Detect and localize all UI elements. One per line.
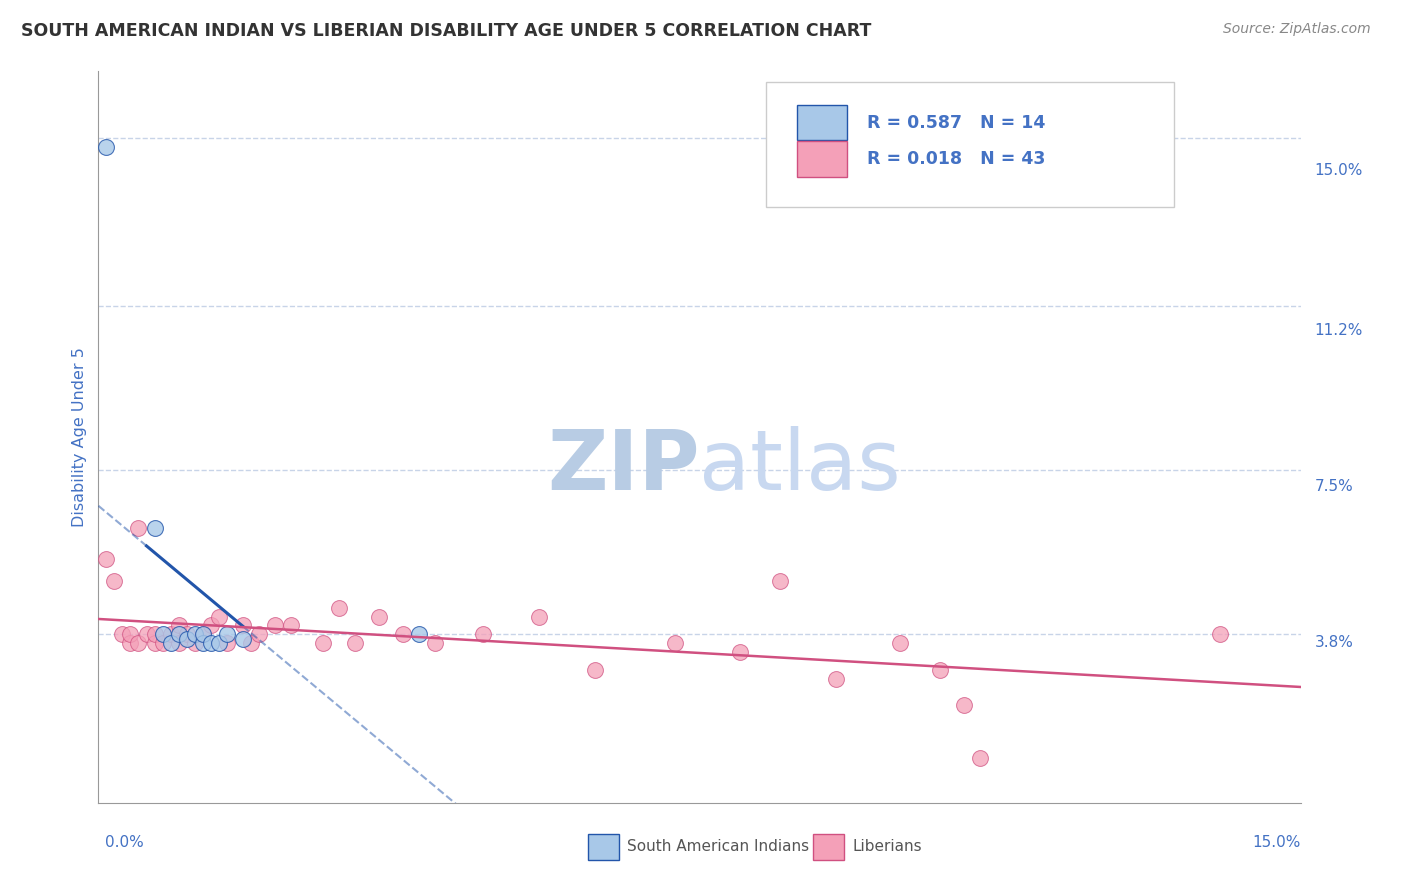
Text: 15.0%: 15.0% [1315,163,1362,178]
Point [215,627,238,641]
Point [200,636,222,650]
Point [529,609,551,624]
Point [247,627,270,641]
Point [824,672,846,686]
Point [312,636,335,650]
Point [176,632,198,646]
Point [215,636,238,650]
Point [423,636,446,650]
Point [392,627,415,641]
FancyBboxPatch shape [766,82,1174,207]
Point [143,627,166,641]
Point [120,636,142,650]
Point [191,627,214,641]
Point [128,636,150,650]
Point [664,636,686,650]
Point [328,600,350,615]
Text: 7.5%: 7.5% [1315,479,1354,494]
Point [152,636,174,650]
Point [167,618,190,632]
Point [232,618,254,632]
Point [889,636,911,650]
Point [143,636,166,650]
Point [111,627,134,641]
Text: R = 0.018   N = 43: R = 0.018 N = 43 [866,150,1045,168]
Point [159,636,181,650]
Point [135,627,157,641]
Text: 15.0%: 15.0% [1253,836,1301,850]
Text: atlas: atlas [699,425,901,507]
Point [969,751,991,765]
Text: 3.8%: 3.8% [1315,635,1354,650]
Point [472,627,495,641]
Point [103,574,125,589]
Point [96,139,118,153]
Point [191,627,214,641]
Y-axis label: Disability Age Under 5: Disability Age Under 5 [72,347,87,527]
Point [176,627,198,641]
Text: 0.0%: 0.0% [105,836,145,850]
Point [280,618,302,632]
FancyBboxPatch shape [797,104,848,140]
Point [96,552,118,566]
Point [768,574,790,589]
Point [183,627,205,641]
Point [120,627,142,641]
Point [183,636,205,650]
Point [1209,627,1232,641]
Point [239,636,262,650]
Text: 11.2%: 11.2% [1315,323,1362,338]
Text: Liberians: Liberians [852,839,922,855]
Text: South American Indians: South American Indians [627,839,810,855]
Point [232,632,254,646]
Point [263,618,285,632]
Point [159,627,181,641]
Point [408,627,430,641]
Point [208,609,231,624]
Text: R = 0.587   N = 14: R = 0.587 N = 14 [866,113,1045,131]
Point [152,627,174,641]
Point [929,663,952,677]
Text: ZIP: ZIP [547,425,699,507]
Point [200,618,222,632]
Text: Source: ZipAtlas.com: Source: ZipAtlas.com [1223,22,1371,37]
FancyBboxPatch shape [797,141,848,177]
Point [167,627,190,641]
Text: SOUTH AMERICAN INDIAN VS LIBERIAN DISABILITY AGE UNDER 5 CORRELATION CHART: SOUTH AMERICAN INDIAN VS LIBERIAN DISABI… [21,22,872,40]
Point [343,636,366,650]
Point [953,698,976,713]
Point [368,609,391,624]
Point [208,636,231,650]
Point [191,636,214,650]
Point [728,645,751,659]
Point [143,521,166,535]
Point [128,521,150,535]
Point [167,636,190,650]
Point [583,663,606,677]
